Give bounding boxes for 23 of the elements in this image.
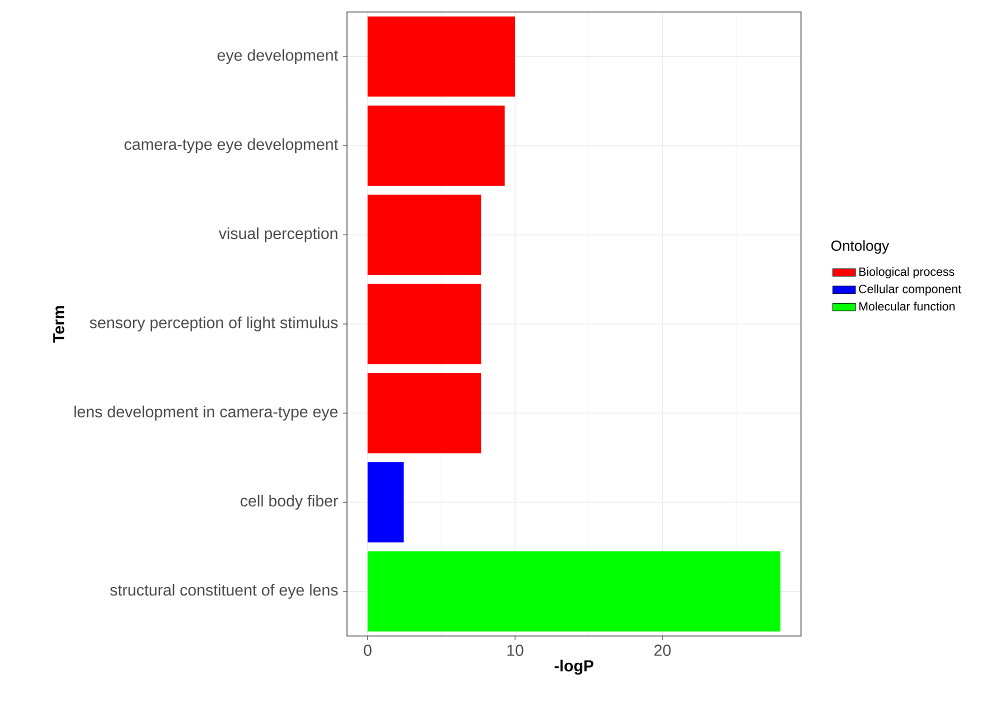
legend-title: Ontology [831, 240, 890, 254]
bar [368, 373, 482, 454]
y-tick-label: camera-type eye development [124, 138, 338, 154]
bar [368, 284, 482, 364]
y-tick-label: visual perception [218, 227, 338, 242]
bar [368, 551, 780, 632]
bar [368, 106, 505, 186]
y-tick-label: cell body fiber [240, 494, 338, 510]
y-tick-label: lens development in camera-type eye [74, 406, 338, 421]
y-tick-label: structural constituent of eye lens [110, 584, 338, 599]
bar [368, 462, 404, 542]
legend-label: Biological process [859, 267, 954, 278]
x-axis-title: -logP [554, 660, 594, 675]
legend-label: Molecular function [859, 302, 955, 311]
x-tick-label: 0 [364, 644, 372, 656]
x-tick-label: 20 [654, 644, 671, 656]
bar [368, 194, 482, 275]
legend-label: Cellular component [858, 284, 962, 296]
y-axis-title: Term [53, 306, 64, 343]
bar [368, 16, 516, 97]
x-tick-label: 10 [507, 644, 524, 656]
y-tick-label: sensory perception of light stimulus [90, 316, 338, 332]
y-tick-label: eye development [218, 49, 338, 64]
